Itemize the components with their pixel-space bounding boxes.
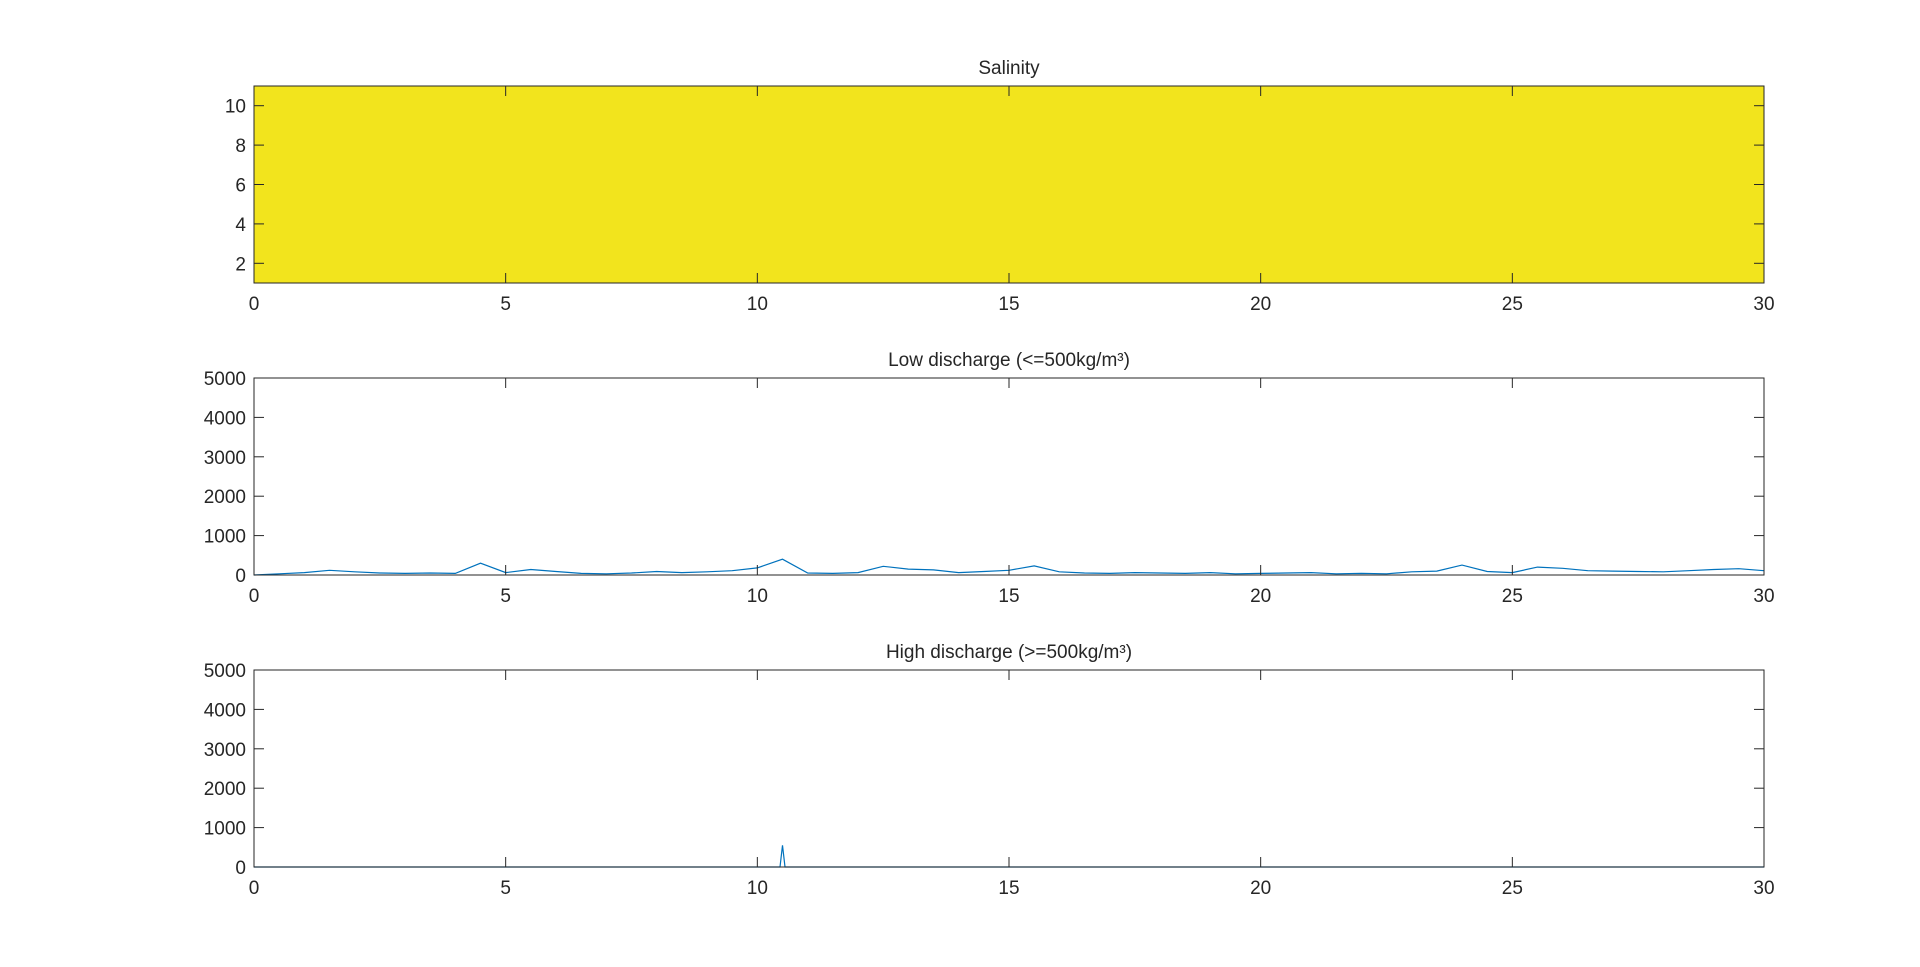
y-tick-label: 1000	[204, 527, 246, 548]
x-tick-label: 5	[500, 294, 511, 315]
x-tick-label: 25	[1502, 878, 1523, 899]
x-tick-label: 20	[1250, 294, 1271, 315]
y-tick-label: 1000	[204, 819, 246, 840]
x-tick-label: 15	[998, 294, 1019, 315]
y-tick-label: 8	[235, 136, 246, 157]
x-tick-label: 25	[1502, 586, 1523, 607]
y-tick-label: 4	[235, 215, 246, 236]
y-tick-label: 4000	[204, 700, 246, 721]
x-tick-label: 5	[500, 878, 511, 899]
y-tick-label: 3000	[204, 448, 246, 469]
x-tick-label: 20	[1250, 878, 1271, 899]
image-fill	[254, 86, 1764, 283]
x-tick-label: 0	[249, 878, 260, 899]
axes-box	[253, 377, 1765, 576]
y-tick-label: 2000	[204, 779, 246, 800]
x-tick-label: 5	[500, 586, 511, 607]
y-tick-label: 2000	[204, 487, 246, 508]
y-tick-label: 5000	[204, 369, 246, 390]
x-tick-label: 0	[249, 586, 260, 607]
y-tick-label: 3000	[204, 740, 246, 761]
chart-title: Salinity	[978, 58, 1040, 79]
x-tick-label: 30	[1753, 878, 1774, 899]
y-tick-label: 2	[235, 254, 246, 275]
y-tick-label: 0	[235, 566, 246, 587]
x-tick-label: 30	[1753, 586, 1774, 607]
x-tick-label: 30	[1753, 294, 1774, 315]
x-tick-label: 15	[998, 878, 1019, 899]
y-tick-label: 10	[225, 97, 246, 118]
x-tick-label: 10	[747, 878, 768, 899]
x-tick-label: 25	[1502, 294, 1523, 315]
x-tick-label: 15	[998, 586, 1019, 607]
y-tick-label: 5000	[204, 661, 246, 682]
chart-title: High discharge (>=500kg/m³)	[886, 642, 1132, 663]
x-tick-label: 0	[249, 294, 260, 315]
axes-box	[253, 669, 1765, 868]
y-tick-label: 0	[235, 858, 246, 879]
y-tick-label: 4000	[204, 408, 246, 429]
chart-title: Low discharge (<=500kg/m³)	[888, 350, 1130, 371]
x-tick-label: 20	[1250, 586, 1271, 607]
x-tick-label: 10	[747, 294, 768, 315]
y-tick-label: 6	[235, 176, 246, 197]
x-tick-label: 10	[747, 586, 768, 607]
